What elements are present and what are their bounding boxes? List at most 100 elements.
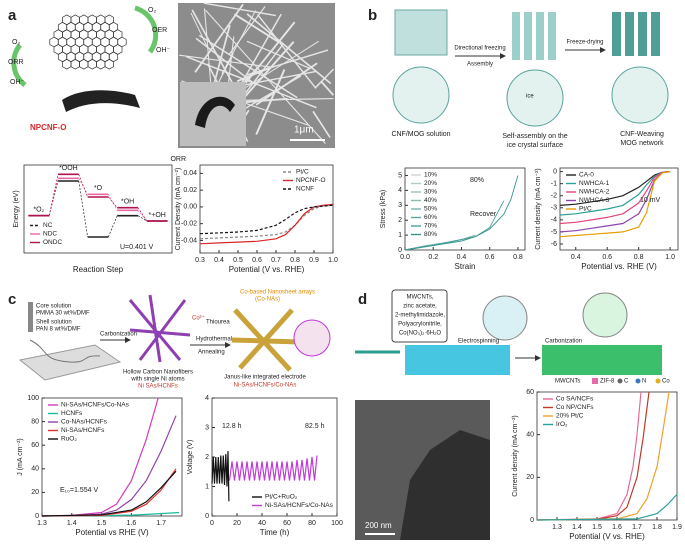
y-tick-label: 0 (205, 513, 209, 520)
legend-label: NCNF (296, 186, 314, 193)
fiber (255, 69, 286, 135)
connector (137, 207, 148, 222)
legend-label: 20% Pt/C (556, 413, 584, 420)
label: with single Ni atoms (130, 377, 184, 383)
y-tick-label: 2 (205, 454, 209, 461)
pillars (512, 12, 556, 60)
annotation: U=0.401 V (120, 244, 154, 251)
y-tick-label: 80 (31, 418, 39, 425)
x-axis-label: Potential vs RHE (V) (75, 528, 149, 537)
x-axis-label: Potential vs. RHE (V) (581, 262, 657, 271)
series-line (404, 175, 519, 251)
y-tick-label: 40 (526, 432, 534, 439)
fiber (239, 41, 295, 104)
x-tick-label: 0.5 (233, 257, 243, 264)
x-tick-label: 1.4 (67, 520, 77, 527)
fiber (246, 40, 310, 69)
y-axis-label: Stress (kPa) (380, 190, 387, 229)
series-line (41, 397, 159, 517)
y-tick-label: 0.02 (183, 187, 197, 194)
x-tick-label: 1.9 (672, 524, 682, 531)
series-line (199, 203, 334, 245)
y-tick-label: -2 (551, 193, 557, 200)
fiber (320, 81, 335, 96)
x-tick-label: 1.3 (37, 520, 47, 527)
connector (78, 174, 88, 198)
legend-label: Co (662, 379, 670, 385)
connector (78, 180, 88, 238)
panel-label: a (8, 7, 17, 24)
hexagon (62, 58, 72, 70)
x-tick-label: 80 (308, 520, 316, 527)
y-tick-label: 1 (205, 483, 209, 490)
x-tick-label: 100 (331, 520, 343, 527)
plot-frame (536, 391, 678, 521)
x-tick-label: 0.4 (571, 254, 581, 261)
y-tick-label: 20 (526, 474, 534, 481)
connector (137, 210, 148, 222)
legend-label: Ni-SAs/HCNFs (61, 427, 105, 434)
legend-label: Pt/C (579, 206, 592, 213)
label: PAN 8 wt%/DMF (36, 327, 81, 333)
annotation: 10 mV (640, 197, 661, 204)
inset-photo (180, 82, 246, 146)
legend-label: C (624, 379, 629, 385)
label: Carbonization (545, 339, 582, 345)
zoom (506, 69, 564, 127)
y-axis-label: Energy (eV) (13, 190, 20, 227)
legend-label: NDC (43, 231, 57, 238)
fiber (179, 54, 271, 68)
y-tick-label: 0 (398, 247, 402, 254)
label: OH⁻ (10, 79, 25, 86)
legend-label: 30% (424, 189, 437, 196)
series-line (536, 493, 678, 521)
label: 2-methylimidazole, (395, 313, 445, 319)
y-tick-label: -6 (551, 241, 557, 248)
label: Annealing (198, 350, 225, 356)
fibers (231, 308, 301, 372)
fiber (190, 12, 208, 48)
y-tick-label: 4 (398, 187, 402, 194)
label: PMMA 30 wt%/DMF (36, 311, 90, 317)
label: MOG network (620, 140, 664, 147)
y-axis-label: Current density (mA cm⁻²) (535, 168, 542, 250)
label: Core solution (36, 304, 71, 310)
annotation: E₁₀=1.554 V (60, 487, 98, 494)
legend-swatch (592, 378, 598, 384)
x-tick-label: 0.8 (634, 254, 644, 261)
label: Self-assembly on the (502, 133, 567, 140)
label: OH⁻ (156, 47, 171, 54)
fiber (233, 13, 279, 43)
label: Directional freezing (454, 46, 505, 52)
x-tick-label: 0.8 (290, 257, 300, 264)
label: Hydrothermal (196, 337, 232, 343)
level-label: *O (94, 185, 103, 192)
label: O₂ (12, 39, 20, 46)
x-tick-label: 0.8 (513, 254, 523, 261)
series-line (228, 455, 318, 481)
connector (108, 215, 118, 238)
fiber (228, 6, 266, 56)
fibers (128, 294, 191, 363)
x-tick-label: 0.6 (252, 257, 262, 264)
y-axis-label: J (mA cm⁻²) (17, 438, 24, 476)
x-tick-label: 1.5 (97, 520, 107, 527)
connector (108, 196, 118, 208)
panel-label: b (368, 7, 377, 24)
zoom (293, 319, 331, 357)
y-tick-label: 4 (205, 395, 209, 402)
label: Electrospinning (458, 339, 499, 345)
annotation: Recover (470, 211, 497, 218)
y-axis-label: Current density (mA cm⁻²) (512, 415, 519, 497)
x-tick-label: 1.5 (592, 524, 602, 531)
hexagon (70, 58, 80, 70)
legend-label: Ni-SAs/HCNFs/Co-NAs (61, 402, 130, 409)
x-axis-label: Time (h) (260, 528, 290, 537)
y-tick-label: 0 (553, 168, 557, 175)
legend-label: Co NP/CNFs (556, 404, 594, 411)
legend-label: 40% (424, 197, 437, 204)
x-tick-label: 20 (233, 520, 241, 527)
y-tick-label: 0.00 (183, 204, 197, 211)
hexagon (87, 58, 97, 70)
level-label: *OH (121, 199, 134, 206)
